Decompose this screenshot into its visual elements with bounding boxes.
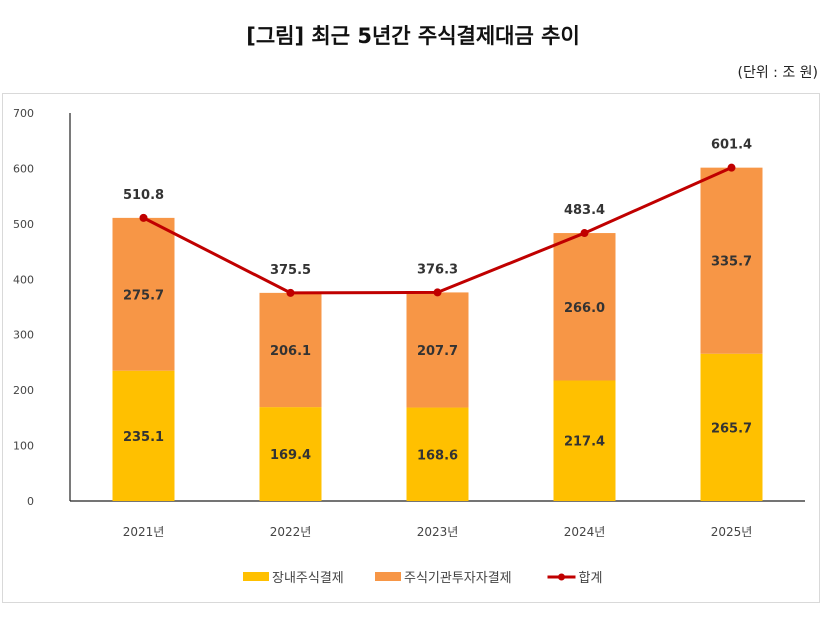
bar-장내주식결제 (259, 407, 322, 501)
y-tick-label: 500 (13, 218, 34, 231)
legend-label: 주식기관투자자결제 (404, 571, 512, 586)
bar-장내주식결제 (406, 407, 469, 501)
y-tick-label: 600 (13, 162, 34, 175)
x-tick-label: 2021년 (123, 525, 165, 539)
line-point (580, 229, 589, 238)
y-tick-label: 100 (13, 440, 34, 453)
data-label: 483.4 (564, 203, 605, 218)
data-label: 335.7 (711, 255, 752, 270)
data-label: 206.1 (270, 344, 311, 359)
bar-주식기관투자자결제 (406, 292, 469, 408)
x-tick-label: 2025년 (711, 525, 753, 539)
y-tick-label: 0 (27, 495, 34, 508)
data-label: 217.4 (564, 435, 605, 450)
x-tick-label: 2022년 (270, 525, 312, 539)
bar-주식기관투자자결제 (259, 292, 322, 408)
legend-marker (558, 573, 565, 581)
legend-label: 합계 (579, 571, 603, 586)
line-point (433, 288, 442, 297)
y-tick-label: 700 (13, 107, 34, 120)
bar-장내주식결제 (553, 380, 616, 501)
line-point (139, 213, 148, 222)
unit-label: (단위 : 조 원) (737, 65, 818, 81)
line-point (727, 163, 736, 172)
data-label: 235.1 (123, 430, 164, 445)
data-label: 375.5 (270, 263, 311, 278)
bar-장내주식결제 (112, 370, 175, 501)
line-point (286, 288, 295, 297)
data-label: 168.6 (417, 448, 458, 463)
legend-label: 장내주식결제 (272, 571, 344, 586)
bar-주식기관투자자결제 (553, 233, 616, 381)
y-tick-label: 400 (13, 273, 34, 286)
data-label: 265.7 (711, 421, 752, 436)
bar-주식기관투자자결제 (700, 167, 763, 354)
data-label: 266.0 (564, 301, 605, 316)
legend-swatch (243, 572, 269, 581)
data-label: 169.4 (270, 448, 311, 463)
bar-주식기관투자자결제 (112, 217, 175, 371)
chart-title: [그림] 최근 5년간 주식결제대금 추이 (246, 24, 580, 48)
y-tick-label: 200 (13, 384, 34, 397)
data-label: 207.7 (417, 344, 458, 359)
y-tick-label: 300 (13, 329, 34, 342)
data-label: 275.7 (123, 288, 164, 303)
x-tick-label: 2024년 (564, 525, 606, 539)
bar-장내주식결제 (700, 353, 763, 501)
x-tick-label: 2023년 (417, 525, 459, 539)
data-label: 601.4 (711, 138, 752, 153)
data-label: 510.8 (123, 188, 164, 203)
chart-frame (2, 93, 820, 603)
data-label: 376.3 (417, 262, 458, 277)
legend-swatch (375, 572, 401, 581)
